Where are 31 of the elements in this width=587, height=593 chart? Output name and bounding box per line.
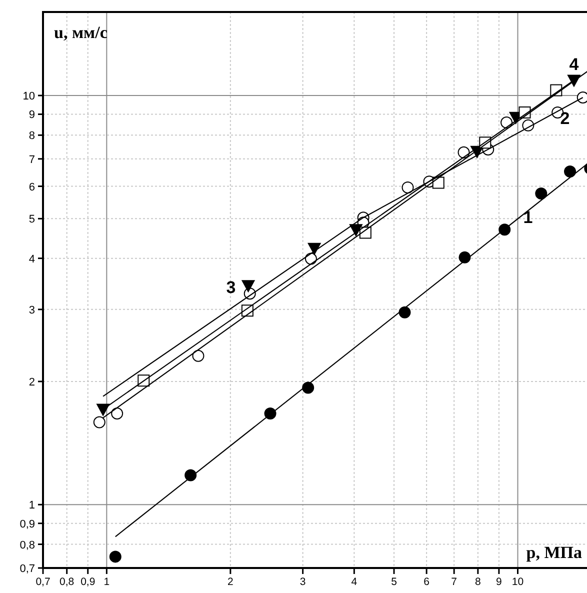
y-tick-label: 10: [22, 90, 35, 103]
y-tick-label: 0,9: [20, 518, 35, 530]
y-tick-label: 0,7: [20, 563, 35, 575]
x-tick-label: 7: [451, 576, 458, 588]
y-tick-label: 0,8: [20, 539, 35, 552]
x-tick-label: 9: [496, 576, 502, 588]
y-tick-label: 6: [28, 181, 35, 194]
y-tick-label: 8: [28, 130, 35, 142]
x-tick-label: 0,8: [60, 576, 74, 588]
x-tick-label: 4: [351, 576, 358, 588]
x-tick-label: 1: [104, 576, 110, 588]
y-tick-label: 1: [28, 500, 35, 512]
y-tick-label: 7: [28, 154, 35, 166]
annotation: 3: [226, 278, 236, 297]
y-axis-title: u, мм/с: [54, 23, 108, 42]
annotation: 1: [523, 208, 533, 227]
annotation: 2: [560, 109, 570, 128]
x-tick-label: 8: [475, 576, 481, 588]
x-tick-label: 0,9: [80, 576, 96, 588]
y-tick-label: 9: [28, 109, 35, 122]
y-tick-label: 4: [28, 253, 35, 266]
x-tick-label: 6: [424, 576, 430, 588]
y-tick-label: 5: [28, 214, 35, 226]
x-tick-label: 10: [512, 576, 524, 588]
x-axis-title: p, МПа: [526, 543, 582, 562]
x-tick-label: 2: [228, 576, 234, 588]
x-tick-label: 3: [300, 576, 306, 588]
y-tick-label: 3: [28, 304, 35, 316]
annotation: 4: [569, 55, 580, 74]
y-tick-label: 2: [28, 376, 35, 388]
x-tick-label: 5: [391, 576, 398, 588]
